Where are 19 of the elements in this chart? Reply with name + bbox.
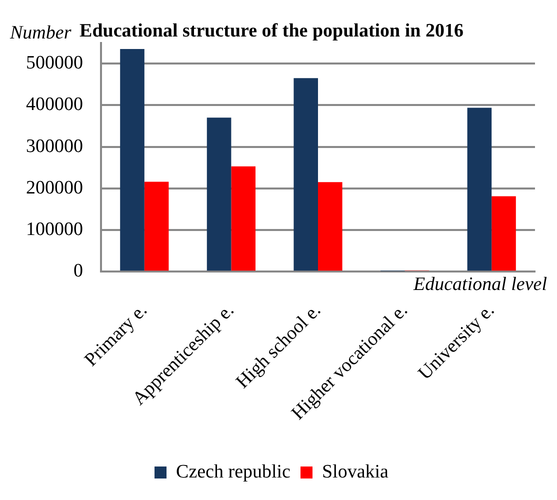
bar — [206, 118, 232, 271]
y-tick-label: 0 — [74, 260, 83, 282]
y-tick-label: 300000 — [26, 136, 83, 157]
bar — [492, 196, 516, 271]
x-axis-title: Educational level — [412, 274, 547, 296]
legend-label: Czech republic — [176, 461, 290, 482]
y-axis-title: Number — [9, 22, 72, 44]
bar — [120, 49, 144, 271]
legend-label: Slovakia — [322, 461, 390, 482]
y-tick-label: 100000 — [26, 218, 83, 240]
y-tick-label: 500000 — [26, 52, 83, 74]
bar — [231, 166, 256, 271]
y-tick-label: 200000 — [26, 177, 83, 198]
bar — [467, 108, 492, 271]
bar — [144, 182, 169, 271]
bar — [294, 78, 318, 271]
y-tick-label: 400000 — [26, 94, 83, 116]
bar — [318, 182, 342, 271]
chart-title: Educational structure of the population in 2016 — [80, 20, 464, 42]
